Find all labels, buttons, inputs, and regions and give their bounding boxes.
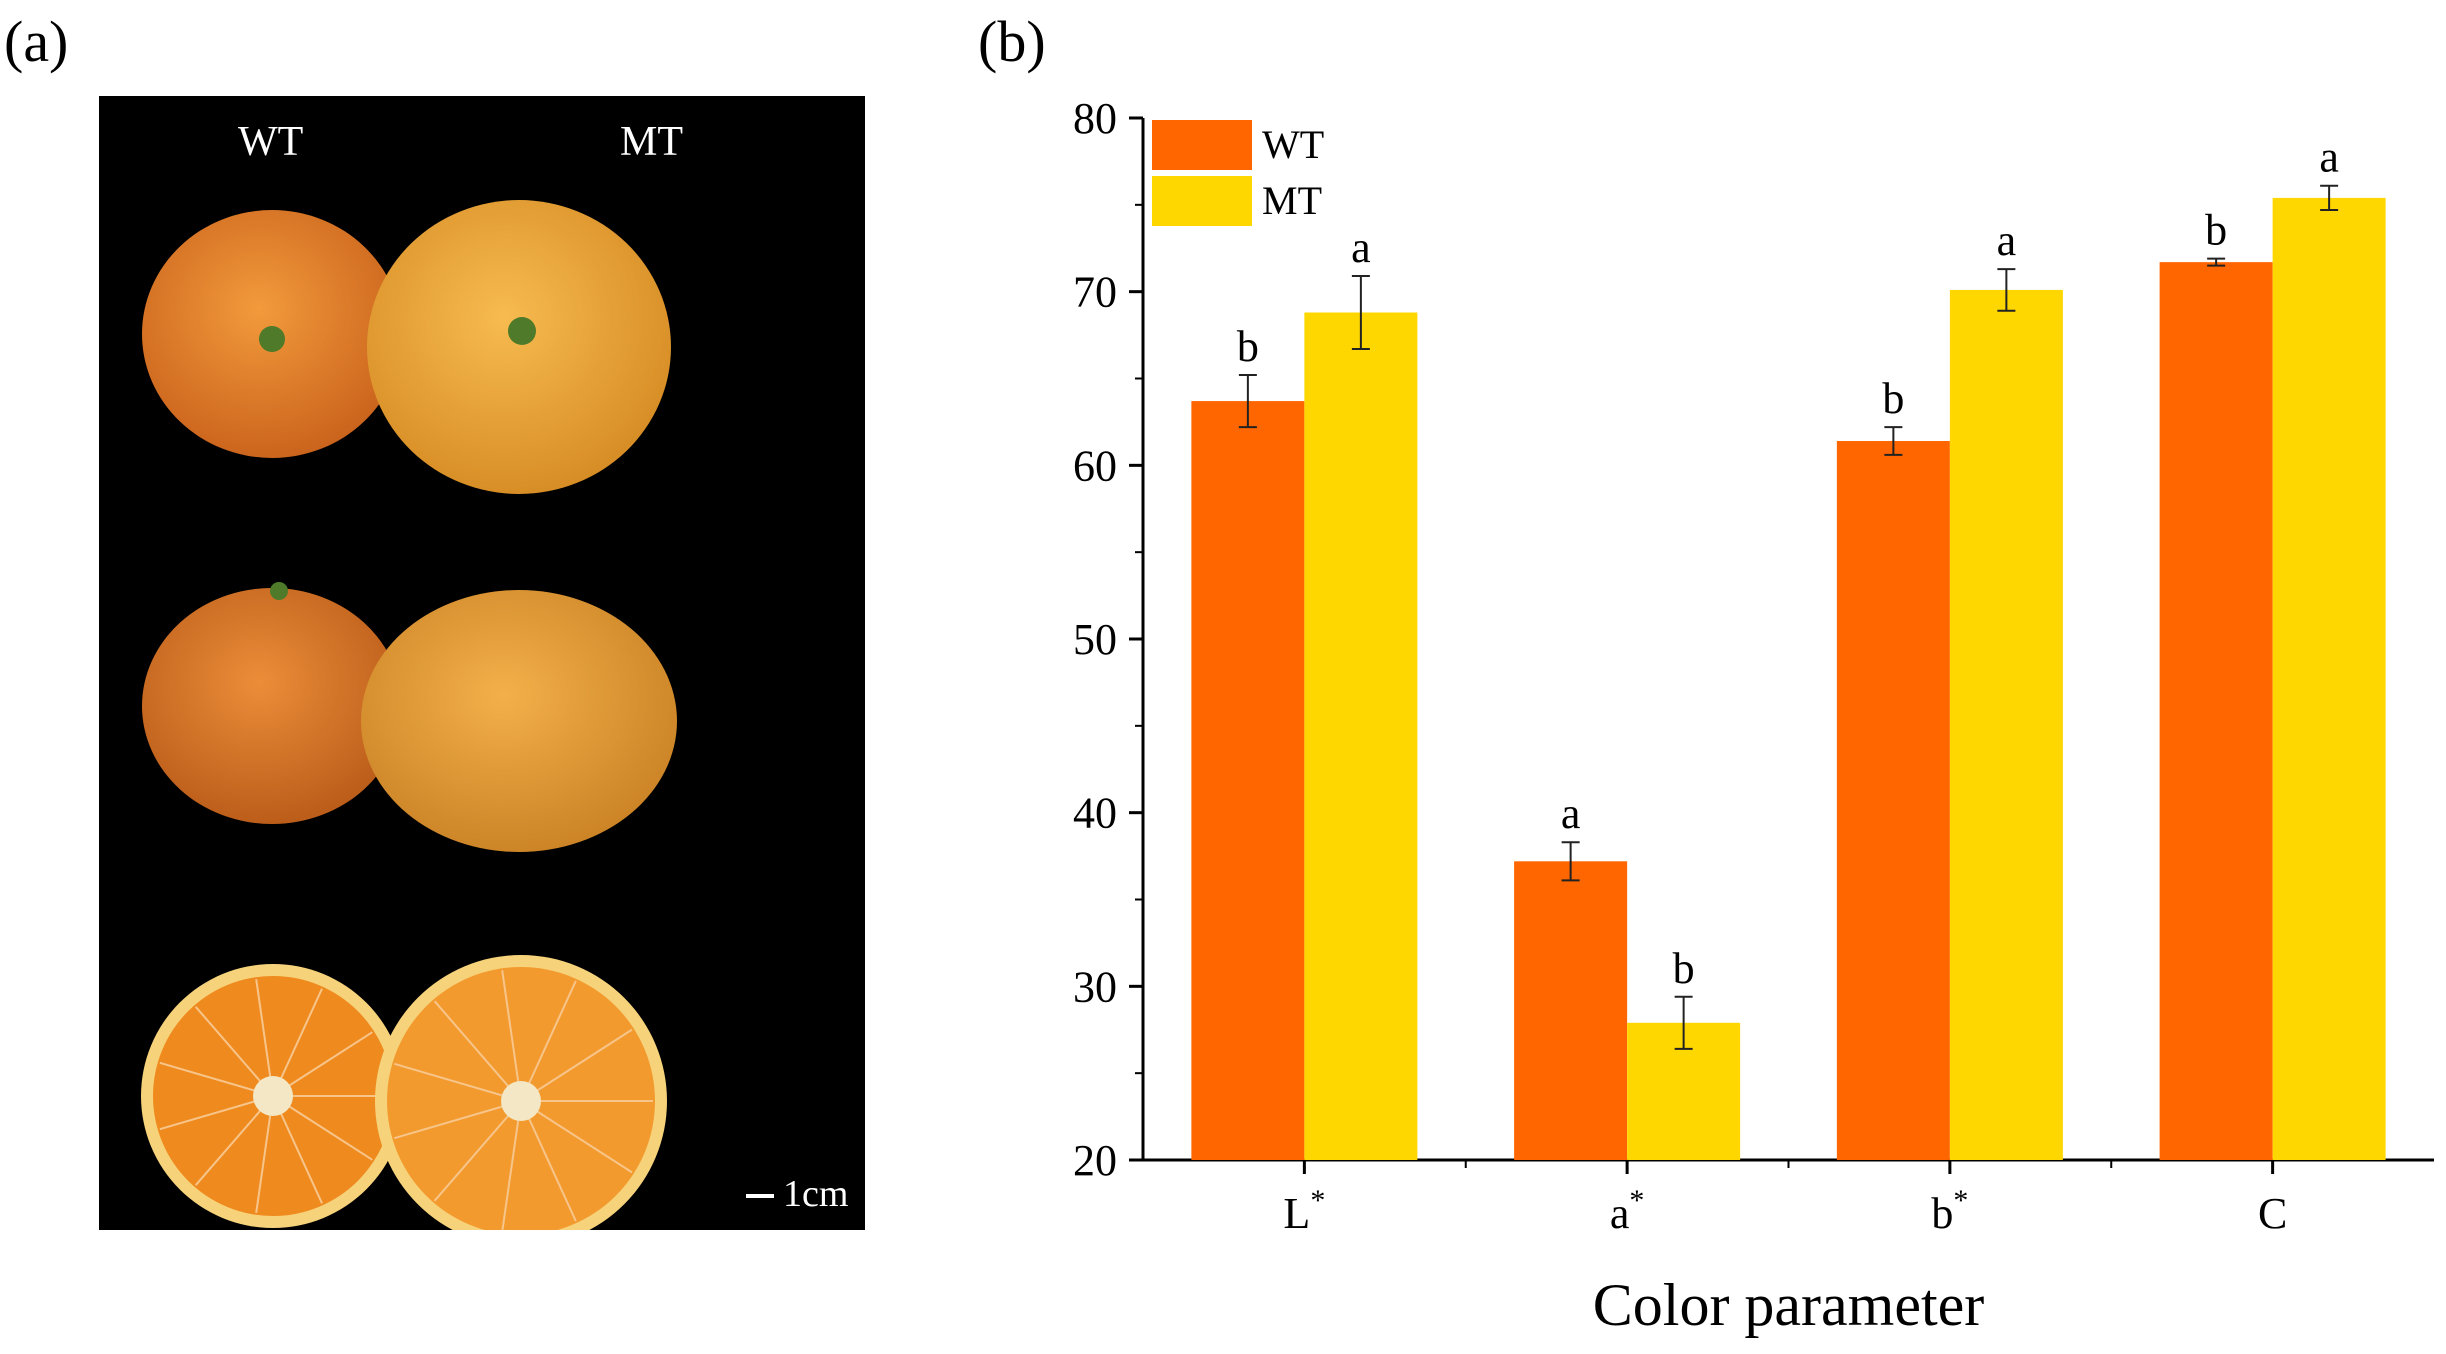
scale-bar-label: 1cm (783, 1173, 849, 1215)
mt-section-segment-line (394, 1100, 522, 1140)
y-tick-label: 70 (1073, 268, 1117, 317)
fruit-photo (141, 200, 774, 1230)
mt-section-segment-line (433, 1100, 522, 1202)
x-tick-label: C (2258, 1189, 2287, 1238)
panel-b-label: (b) (978, 9, 1046, 74)
mt-fruit-top (367, 200, 671, 494)
mt-stem (508, 317, 536, 345)
mt-section-segment-line (501, 970, 522, 1102)
x-tick-label: L* (1283, 1184, 1325, 1238)
significance-letter: a (1997, 216, 2017, 265)
photo-label-mt: MT (620, 119, 683, 165)
x-tick-label: a* (1610, 1184, 1645, 1238)
wt-section-core (253, 1076, 293, 1116)
scale-bar (746, 1194, 774, 1198)
bar-wt (2159, 262, 2273, 1161)
mt-section-segment-line (501, 1100, 522, 1230)
y-tick-label: 50 (1073, 615, 1117, 664)
mt-fruit-side (361, 590, 677, 852)
wt-side-stem (270, 582, 288, 600)
x-tick-label: b* (1931, 1184, 1968, 1238)
significance-letter: a (1561, 789, 1581, 838)
bar-wt (1191, 401, 1305, 1160)
y-tick-label: 60 (1073, 441, 1117, 490)
significance-letter: b (1882, 374, 1904, 423)
significance-letter: b (1237, 322, 1259, 371)
mt-section-segment-line (520, 1100, 633, 1174)
y-tick-label: 30 (1073, 962, 1117, 1011)
legend-swatch-mt (1152, 176, 1252, 226)
mt-section-segment-line (520, 1028, 633, 1102)
significance-letter: b (2205, 206, 2227, 255)
panel-a-label: (a) (4, 9, 69, 74)
fruit-photo-panel (99, 96, 865, 1230)
bar-wt (1836, 441, 1950, 1160)
y-tick-label: 40 (1073, 789, 1117, 838)
mt-section-segment-line (433, 1000, 522, 1102)
mt-section-segment-line (520, 980, 577, 1102)
mt-section-segment-line (394, 1062, 522, 1102)
x-axis-title: Color parameter (1593, 1272, 1985, 1338)
y-tick-label: 20 (1073, 1136, 1117, 1185)
wt-stem (259, 326, 285, 352)
legend-label-wt: WT (1262, 122, 1324, 167)
mt-section-core (501, 1081, 541, 1121)
photo-label-wt: WT (238, 119, 304, 165)
significance-letter: a (1351, 223, 1371, 272)
legend-label-mt: MT (1262, 178, 1322, 223)
legend-swatch-wt (1152, 120, 1252, 170)
significance-letter: a (2319, 133, 2339, 182)
mt-section-segment-line (520, 1100, 577, 1222)
bar-wt (1514, 861, 1628, 1160)
bar-mt (1949, 289, 2063, 1160)
significance-letter: b (1673, 944, 1695, 993)
wt-fruit-side (142, 588, 402, 824)
y-tick-label: 80 (1073, 94, 1117, 143)
bar-mt (2272, 197, 2386, 1161)
bar-mt (1304, 312, 1418, 1160)
